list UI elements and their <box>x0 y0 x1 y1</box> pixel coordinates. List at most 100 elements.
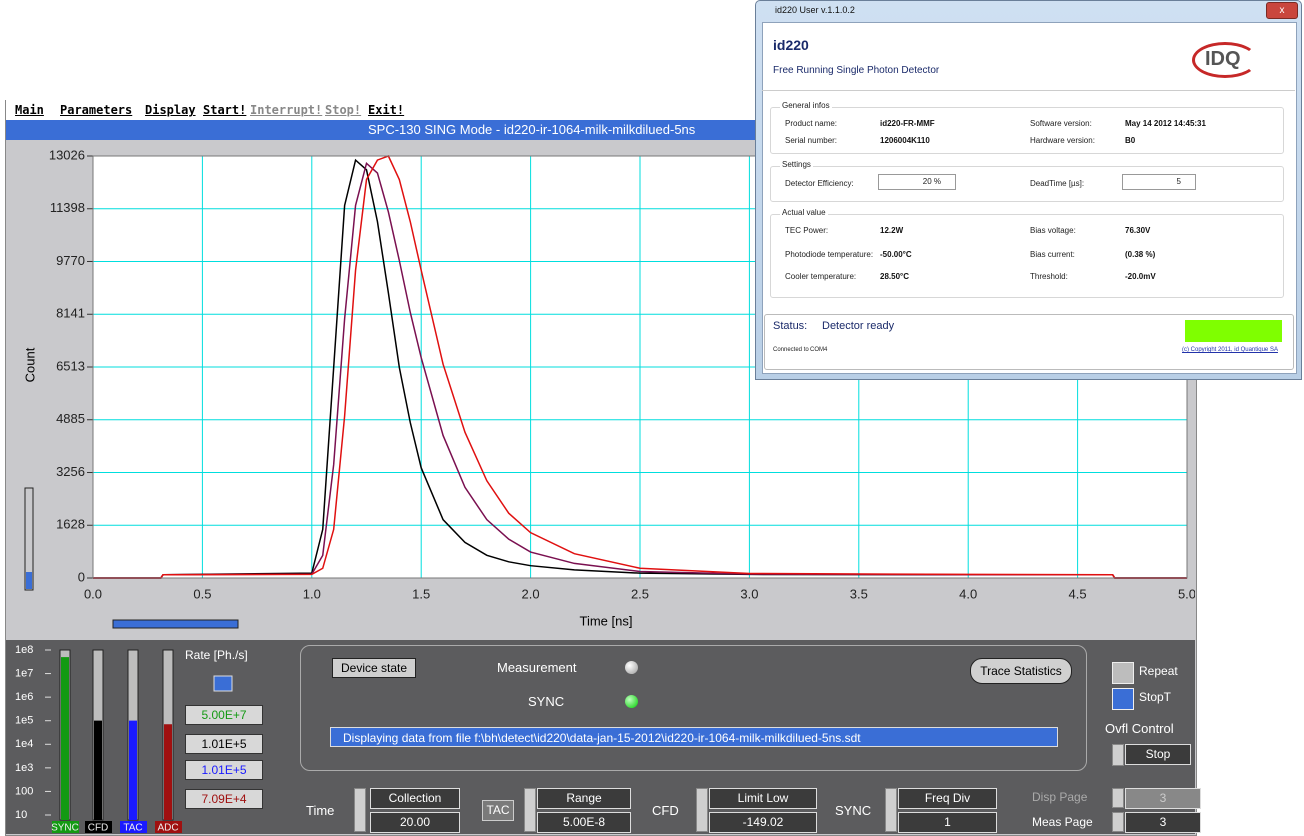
status-led <box>1185 320 1282 342</box>
logo-ring <box>1192 42 1258 78</box>
meter-name: ADC <box>157 823 178 834</box>
info-label: Photodiode temperature: <box>785 250 874 259</box>
meter-name-bg <box>85 821 112 833</box>
rate-tick-label: 100 <box>15 785 33 797</box>
control-value[interactable]: 20.00 <box>370 812 460 833</box>
meter-name-bg <box>120 821 147 833</box>
info-label: Product name: <box>785 119 838 128</box>
x-tick-label: 2.0 <box>522 586 540 601</box>
page-label: Disp Page <box>1032 790 1088 804</box>
x-tick-label: 4.5 <box>1069 586 1087 601</box>
spinner[interactable] <box>1112 744 1124 766</box>
info-label: Bias voltage: <box>1030 226 1076 235</box>
actual-group <box>770 214 1284 298</box>
info-label: Threshold: <box>1030 272 1068 281</box>
control-value[interactable]: 5.00E-8 <box>537 812 631 833</box>
page-value[interactable]: 3 <box>1125 812 1201 833</box>
spinner[interactable] <box>1112 812 1124 832</box>
spinner[interactable] <box>1112 788 1124 808</box>
general-group <box>770 107 1284 154</box>
rate-tick-label: 1e5 <box>15 715 33 727</box>
y-tick-label: 1628 <box>56 517 85 532</box>
window-title: SPC-130 SING Mode - id220-ir-1064-milk-m… <box>368 122 696 137</box>
efficiency-dropdown[interactable]: 20 % <box>878 174 956 190</box>
close-button[interactable]: x <box>1266 2 1298 19</box>
info-value: B0 <box>1125 136 1136 145</box>
group-title: General infos <box>780 101 832 110</box>
overlay-header: id220 <box>773 37 809 53</box>
info-value: 12.2W <box>880 226 904 235</box>
status-label: Status: <box>773 320 808 332</box>
rate-value: 5.00E+7 <box>185 705 263 725</box>
page-label: Meas Page <box>1032 815 1093 829</box>
overlay-title: id220 User v.1.1.0.2 <box>775 5 855 15</box>
menu-item[interactable]: Start! <box>203 103 247 117</box>
stopt-checkbox[interactable] <box>1112 688 1134 710</box>
rate-tick-label: 1e6 <box>15 691 33 703</box>
info-label: Bias current: <box>1030 250 1075 259</box>
control-field: Limit Low <box>709 788 817 809</box>
setting-label: Detector Efficiency: <box>785 179 854 188</box>
y-tick-label: 3256 <box>56 464 85 479</box>
menu-item[interactable]: Stop! <box>325 103 362 117</box>
x-tick-label: 3.5 <box>850 586 868 601</box>
data-line <box>93 155 1187 579</box>
rate-meters: Rate [Ph./s] 1e8 1e7 1e6 1e5 1e4 1e3 100 10 SYNC… <box>15 644 248 834</box>
info-value: 28.50°C <box>880 272 909 281</box>
spinner[interactable] <box>885 788 897 832</box>
y-tick-label: 9770 <box>56 253 85 268</box>
menu-item[interactable]: Exit! <box>368 103 405 117</box>
y-tick-label: 4885 <box>56 411 85 426</box>
device-state-button[interactable]: Device state <box>332 658 416 678</box>
control-label: Time <box>306 803 335 818</box>
info-value: 76.30V <box>1125 226 1151 235</box>
scroll-bar[interactable] <box>112 619 239 629</box>
port: COM4 <box>810 347 828 353</box>
meter-bar <box>129 720 137 820</box>
y-tick-label: 13026 <box>49 147 85 162</box>
divider <box>762 90 1295 91</box>
rate-value: 1.01E+5 <box>185 760 263 780</box>
copyright-link[interactable]: (c) Copyright 2011, id Quantique SA <box>1182 347 1278 353</box>
rate-tick-label: 1e3 <box>15 762 33 774</box>
meter-name: CFD <box>88 823 109 834</box>
info-label: Hardware version: <box>1030 136 1095 145</box>
spinner[interactable] <box>696 788 708 832</box>
control-label: SYNC <box>835 803 872 818</box>
level-indicator <box>24 487 34 591</box>
meter-name: TAC <box>123 823 142 834</box>
info-value: (0.38 %) <box>1125 250 1156 259</box>
meter-bar <box>61 657 69 820</box>
control-value[interactable]: 1 <box>898 812 997 833</box>
spinner[interactable] <box>524 788 536 832</box>
info-label: Cooler temperature: <box>785 272 857 281</box>
rate-title: Rate [Ph./s] <box>185 648 248 662</box>
menu-item[interactable]: Main <box>15 103 44 117</box>
x-tick-label: 0.0 <box>84 586 102 601</box>
page-value[interactable]: 3 <box>1125 788 1201 809</box>
repeat-label: Repeat <box>1139 664 1178 678</box>
status-text: Detector ready <box>822 320 895 332</box>
x-tick-label: 3.0 <box>740 586 758 601</box>
meter-bar <box>164 724 172 820</box>
connected-label: Connected to <box>773 347 809 353</box>
info-value: -20.0mV <box>1125 272 1156 281</box>
trace-statistics-button[interactable]: Trace Statistics <box>970 658 1072 684</box>
menu-item[interactable]: Interrupt! <box>250 103 323 117</box>
ovfl-value[interactable]: Stop <box>1125 744 1191 765</box>
repeat-checkbox[interactable] <box>1112 662 1134 684</box>
control-value[interactable]: -149.02 <box>709 812 817 833</box>
menu-item[interactable]: Parameters <box>60 103 133 117</box>
menu-item[interactable]: Display <box>145 103 196 117</box>
overlay-subtitle: Free Running Single Photon Detector <box>773 65 940 76</box>
rate-tick-label: 1e4 <box>15 738 33 750</box>
level-fill <box>26 572 32 589</box>
deadtime-spinner[interactable]: 5 <box>1122 174 1196 190</box>
meter-bar <box>94 720 102 820</box>
spinner[interactable] <box>354 788 366 832</box>
rate-tick-label: 1e8 <box>15 644 33 656</box>
measurement-label: Measurement <box>497 660 577 675</box>
logo: IDQ <box>1205 48 1241 70</box>
info-label: Software version: <box>1030 119 1092 128</box>
control-label[interactable]: TAC <box>482 800 514 821</box>
